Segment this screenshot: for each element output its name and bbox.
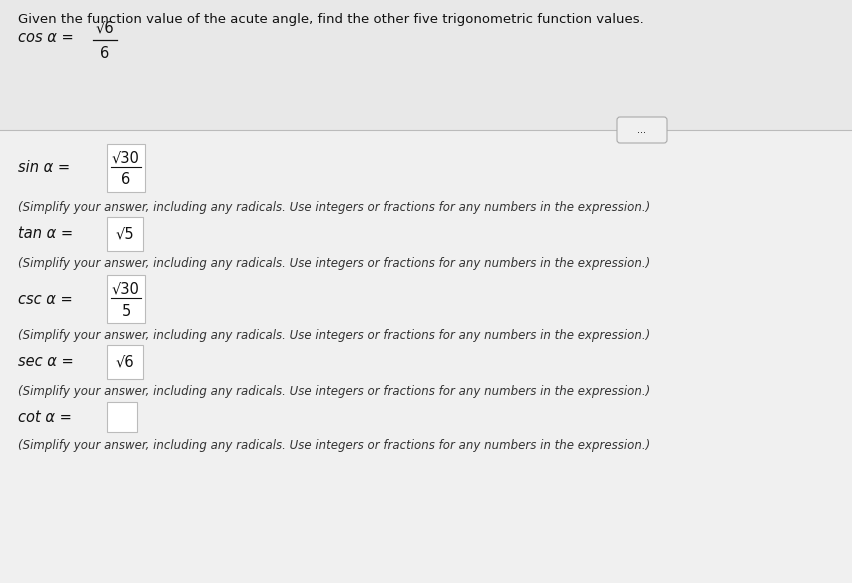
Bar [0,130,852,583]
Text: 6: 6 [121,173,130,188]
Text: ...: ... [637,125,647,135]
FancyBboxPatch shape [107,345,143,379]
Text: tan α =: tan α = [18,227,73,241]
Text: csc α =: csc α = [18,292,72,307]
Text: √6: √6 [116,354,135,370]
Text: (Simplify your answer, including any radicals. Use integers or fractions for any: (Simplify your answer, including any rad… [18,440,650,452]
Text: √5: √5 [116,227,135,241]
Text: sin α =: sin α = [18,160,70,175]
FancyBboxPatch shape [107,275,145,323]
Text: sec α =: sec α = [18,354,74,370]
Text: cot α =: cot α = [18,409,72,424]
FancyBboxPatch shape [107,402,137,432]
Text: Given the function value of the acute angle, find the other five trigonometric f: Given the function value of the acute an… [18,13,644,26]
Text: 5: 5 [121,304,130,318]
Text: (Simplify your answer, including any radicals. Use integers or fractions for any: (Simplify your answer, including any rad… [18,329,650,342]
Bar [0,0,852,130]
Text: √30: √30 [112,282,140,297]
Text: 6: 6 [101,47,110,61]
FancyBboxPatch shape [107,217,143,251]
Text: √30: √30 [112,150,140,166]
Text: √6: √6 [95,20,114,36]
FancyBboxPatch shape [617,117,667,143]
Text: (Simplify your answer, including any radicals. Use integers or fractions for any: (Simplify your answer, including any rad… [18,202,650,215]
FancyBboxPatch shape [107,144,145,192]
Text: cos α =: cos α = [18,30,74,45]
Text: (Simplify your answer, including any radicals. Use integers or fractions for any: (Simplify your answer, including any rad… [18,385,650,398]
Text: (Simplify your answer, including any radicals. Use integers or fractions for any: (Simplify your answer, including any rad… [18,257,650,269]
